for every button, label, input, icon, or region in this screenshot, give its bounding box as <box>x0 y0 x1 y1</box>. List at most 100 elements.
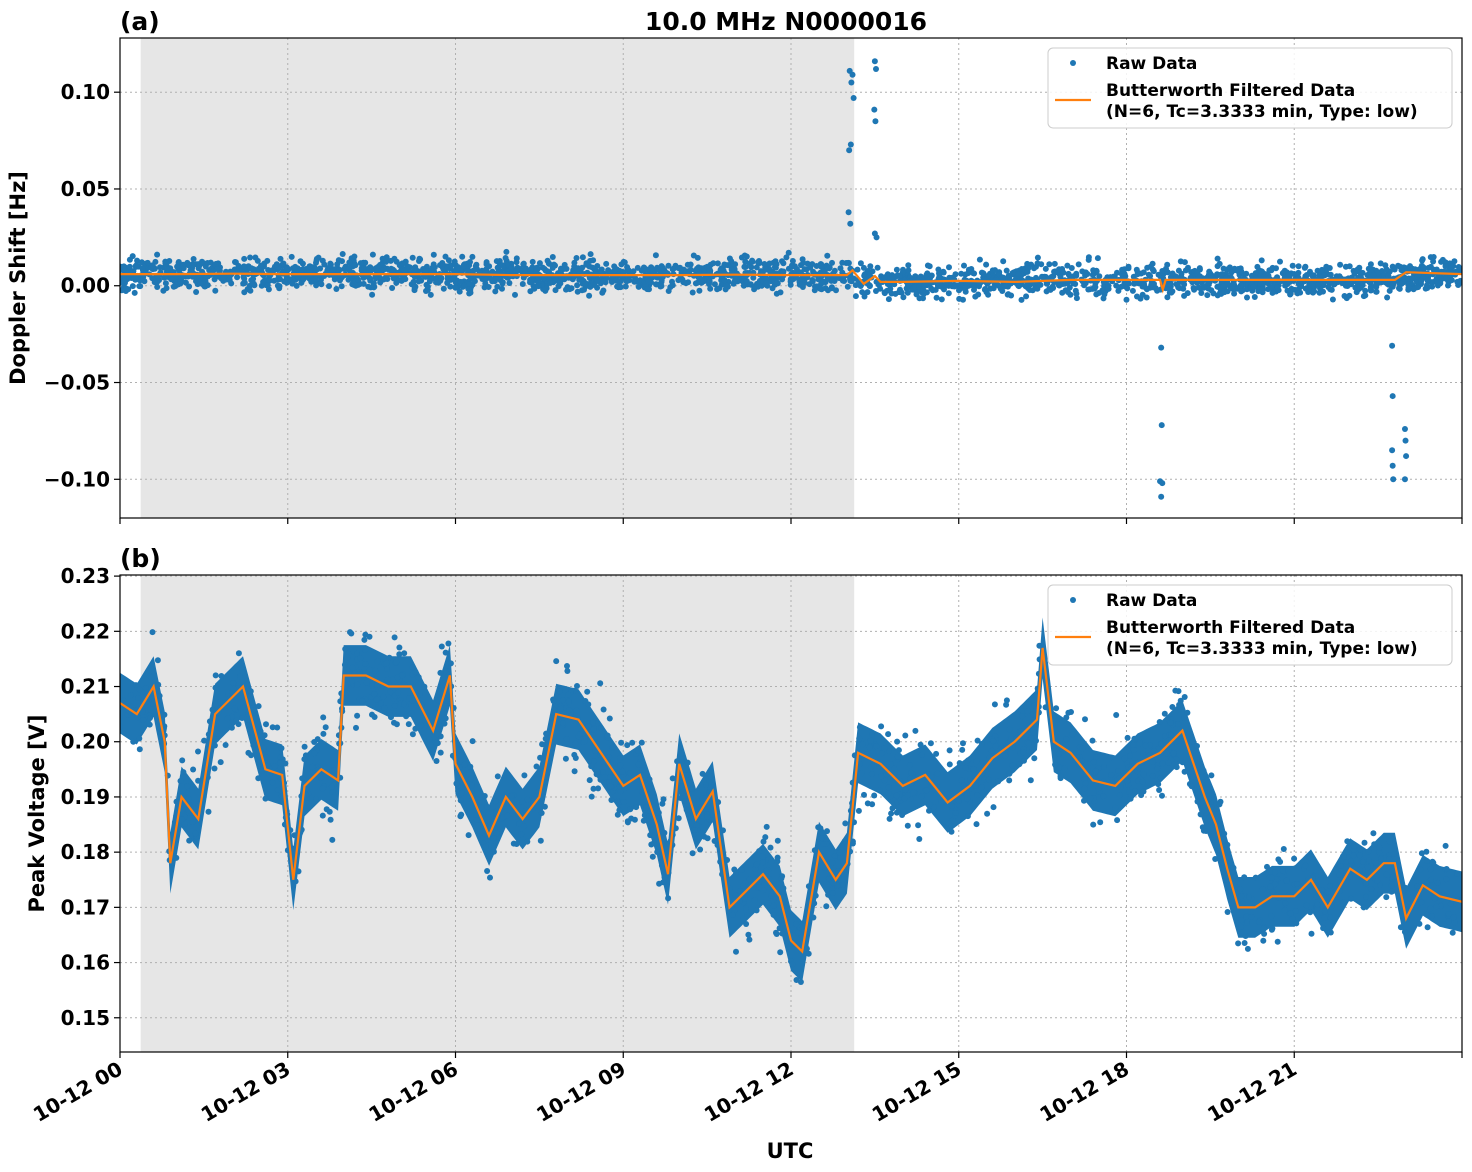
raw-data-point <box>250 280 257 287</box>
raw-data-point <box>949 817 956 824</box>
raw-data-point <box>137 283 144 290</box>
raw-data-point <box>965 266 972 273</box>
raw-data-point <box>131 289 138 296</box>
raw-data-point <box>263 721 269 728</box>
raw-data-point <box>487 822 493 829</box>
raw-data-point <box>605 268 612 275</box>
raw-data-point <box>235 650 242 657</box>
plot-area <box>120 58 1462 500</box>
raw-data-point <box>1386 838 1393 845</box>
raw-data-outlier <box>847 220 854 227</box>
raw-data-point <box>682 797 689 804</box>
raw-data-point <box>955 798 962 804</box>
raw-data-point <box>1181 259 1188 266</box>
raw-data-point <box>760 887 767 894</box>
raw-data-point <box>1198 290 1205 296</box>
raw-data-point <box>1327 929 1334 936</box>
raw-data-point <box>255 265 262 272</box>
raw-data-point <box>1226 264 1233 271</box>
raw-data-point <box>1082 716 1088 723</box>
raw-data-point <box>410 278 417 285</box>
raw-data-point <box>888 810 895 817</box>
raw-data-point <box>590 257 597 264</box>
raw-data-point <box>1320 925 1327 932</box>
raw-data-point <box>1248 913 1255 920</box>
raw-data-point <box>487 874 493 881</box>
raw-data-point <box>635 761 642 768</box>
raw-data-point <box>309 763 316 770</box>
raw-data-point <box>1450 263 1457 270</box>
raw-data-point <box>777 917 784 924</box>
raw-data-point <box>1396 285 1403 292</box>
raw-data-point <box>1291 855 1298 862</box>
raw-data-point <box>959 746 966 753</box>
raw-data-point <box>492 276 499 283</box>
raw-data-point <box>1307 909 1314 916</box>
raw-data-point <box>1124 778 1131 784</box>
raw-data-point <box>127 692 134 699</box>
raw-data-outlier <box>1389 393 1396 400</box>
raw-data-point <box>1096 273 1103 280</box>
raw-data-point <box>722 262 729 268</box>
raw-data-point <box>1191 286 1198 293</box>
raw-data-point <box>366 666 373 673</box>
raw-data-point <box>694 835 701 842</box>
raw-data-point <box>585 723 592 730</box>
raw-data-point <box>1454 871 1461 877</box>
raw-data-point <box>859 741 866 748</box>
raw-data-point <box>140 717 147 723</box>
raw-data-point <box>451 258 458 265</box>
raw-data-point <box>819 835 825 842</box>
raw-data-point <box>195 748 201 755</box>
raw-data-point <box>1282 282 1289 289</box>
x-tick-label: 10-12 12 <box>700 1057 798 1127</box>
raw-data-point <box>565 691 572 698</box>
raw-data-point <box>1042 704 1049 711</box>
legend-label-raw: Raw Data <box>1106 54 1197 74</box>
raw-data-point <box>250 275 257 282</box>
raw-data-point <box>1204 292 1211 299</box>
raw-data-point <box>417 256 424 263</box>
raw-data-point <box>974 792 981 799</box>
raw-data-point <box>614 283 621 290</box>
raw-data-point <box>767 269 774 276</box>
raw-data-point <box>951 283 958 290</box>
raw-data-point <box>641 264 648 271</box>
raw-data-point <box>1458 907 1462 914</box>
raw-data-point <box>1118 784 1124 791</box>
raw-data-point <box>1357 284 1364 291</box>
raw-data-point <box>1357 846 1364 853</box>
raw-data-point <box>461 761 468 768</box>
raw-data-point <box>186 815 193 821</box>
raw-data-point <box>1059 289 1066 296</box>
y-tick-label: 0.19 <box>61 785 110 809</box>
raw-data-point <box>818 263 825 270</box>
raw-data-point <box>970 766 977 773</box>
raw-data-point <box>163 273 170 280</box>
raw-data-point <box>301 743 308 750</box>
raw-data-point <box>1167 719 1174 726</box>
raw-data-point <box>588 793 595 800</box>
raw-data-point <box>1169 270 1176 277</box>
raw-data-point <box>499 285 505 292</box>
raw-data-point <box>690 252 697 259</box>
raw-data-point <box>926 263 933 270</box>
x-tick-label: 10-12 15 <box>868 1057 966 1127</box>
raw-data-point <box>1268 913 1275 920</box>
raw-data-point <box>811 287 818 294</box>
raw-data-point <box>1283 877 1290 884</box>
raw-data-point <box>693 822 700 829</box>
raw-data-point <box>584 688 591 695</box>
raw-data-point <box>869 801 876 808</box>
raw-data-point <box>441 720 448 727</box>
raw-data-point <box>576 276 583 283</box>
raw-data-point <box>411 268 417 274</box>
legend-label-raw: Raw Data <box>1106 591 1197 611</box>
raw-data-point <box>201 737 208 744</box>
raw-data-point <box>299 775 306 782</box>
raw-data-point <box>1092 768 1099 775</box>
raw-data-point <box>659 800 666 807</box>
raw-data-point <box>1213 805 1220 812</box>
raw-data-point <box>537 754 544 761</box>
raw-data-point <box>741 252 748 259</box>
